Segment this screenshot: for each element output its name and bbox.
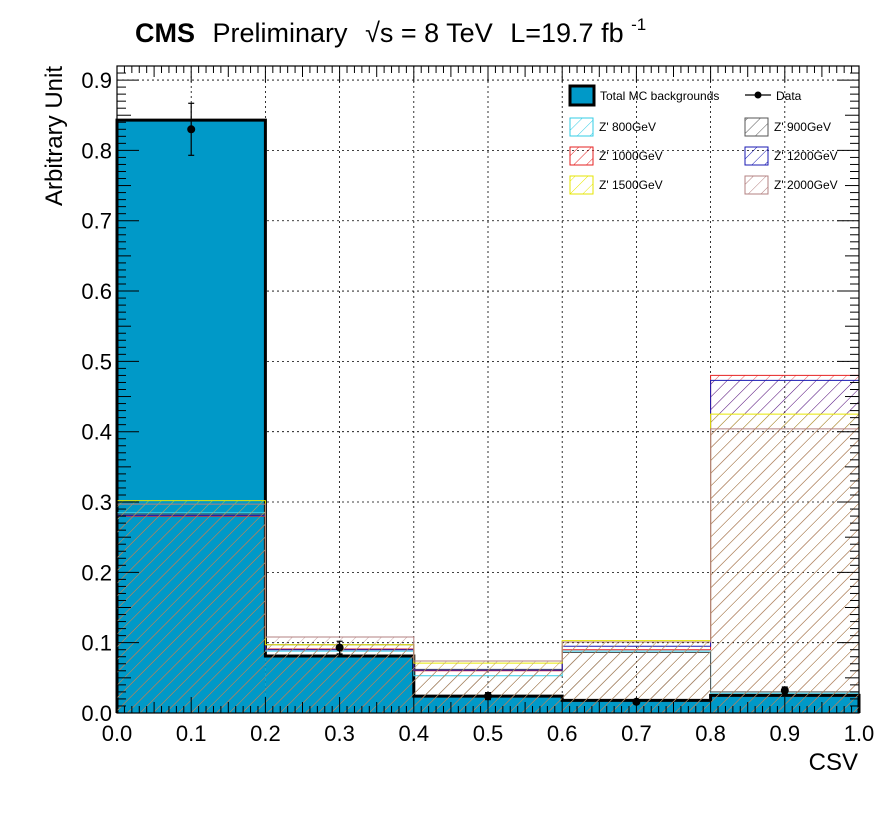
y-axis-label: Arbitrary Unit xyxy=(41,66,68,206)
legend-label-signal: Z' 800GeV xyxy=(599,120,656,134)
chart-title: CMS Preliminary √s = 8 TeV L=19.7 fb -1 xyxy=(135,15,646,48)
y-tick-label: 0.9 xyxy=(81,68,112,93)
y-tick-label: 0.0 xyxy=(81,701,112,726)
data-marker xyxy=(336,644,344,652)
y-tick-label: 0.3 xyxy=(81,490,112,515)
y-tick-label: 0.2 xyxy=(81,560,112,585)
x-tick-label: 0.1 xyxy=(176,721,207,746)
title-lumi: L=19.7 fb xyxy=(510,18,623,48)
y-tick-label: 0.8 xyxy=(81,138,112,163)
data-point xyxy=(781,686,789,694)
x-tick-label: 0.6 xyxy=(547,721,578,746)
y-tick-label: 0.6 xyxy=(81,279,112,304)
legend-label-signal: Z' 900GeV xyxy=(774,120,831,134)
title-energy: √s = 8 TeV xyxy=(365,18,493,48)
y-tick-label: 0.4 xyxy=(81,420,112,445)
data-marker xyxy=(187,125,195,133)
data-marker xyxy=(781,686,789,694)
x-tick-label: 0.9 xyxy=(770,721,801,746)
legend-swatch-signal xyxy=(570,147,593,165)
title-lumi-exponent: -1 xyxy=(631,15,646,34)
legend-swatch-signal xyxy=(570,176,593,194)
legend-swatch-signal xyxy=(570,118,593,136)
x-tick-label: 0.8 xyxy=(695,721,726,746)
legend-label-signal: Z' 1200GeV xyxy=(774,149,838,163)
y-tick-label: 0.5 xyxy=(81,349,112,374)
x-tick-label: 0.4 xyxy=(399,721,430,746)
legend-label-signal: Z' 1500GeV xyxy=(599,178,663,192)
x-tick-label: 1.0 xyxy=(844,721,875,746)
legend-label-background: Total MC backgrounds xyxy=(600,89,719,103)
legend-swatch-signal xyxy=(745,176,768,194)
y-tick-label: 0.7 xyxy=(81,209,112,234)
legend-swatch-background xyxy=(570,86,594,105)
x-axis-label: CSV xyxy=(809,749,858,776)
title-experiment: CMS xyxy=(135,18,195,48)
signal-bar xyxy=(117,504,265,713)
legend-swatch-signal xyxy=(745,147,768,165)
x-tick-label: 0.5 xyxy=(473,721,504,746)
x-tick-label: 0.2 xyxy=(250,721,281,746)
legend-swatch-data-marker xyxy=(755,92,762,99)
legend-label-signal: Z' 2000GeV xyxy=(774,178,838,192)
legend-label-signal: Z' 1000GeV xyxy=(599,149,663,163)
x-tick-label: 0.3 xyxy=(324,721,355,746)
legend-swatch-signal xyxy=(745,118,768,136)
x-tick-label: 0.7 xyxy=(621,721,652,746)
legend-label-data: Data xyxy=(776,89,802,103)
signal-bar xyxy=(711,429,859,713)
y-tick-label: 0.1 xyxy=(81,631,112,656)
title-status: Preliminary xyxy=(213,18,349,48)
